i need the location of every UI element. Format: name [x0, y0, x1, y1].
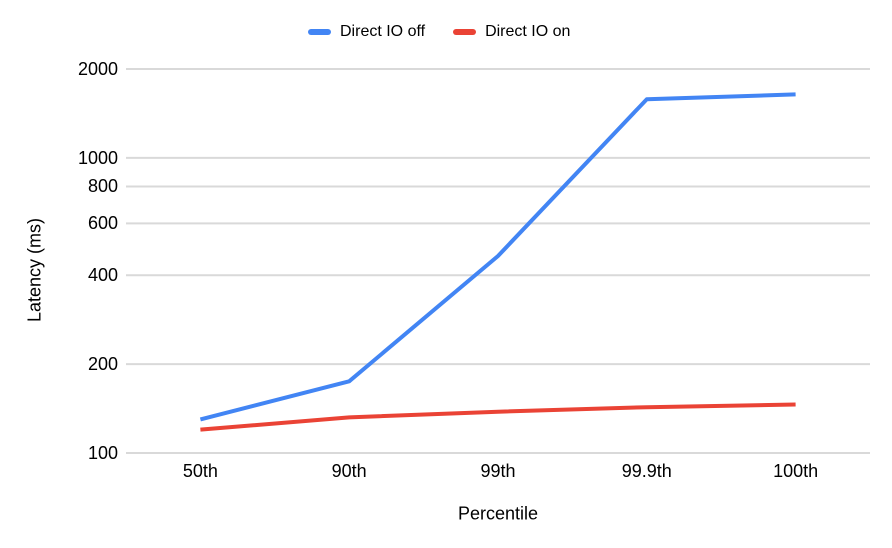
- y-tick-label-2000: 2000: [77, 59, 118, 79]
- legend-item-direct-io-off: Direct IO off: [308, 23, 425, 41]
- series-line-direct-io-off: [199, 92, 796, 422]
- x-tick-label-90th: 90th: [331, 461, 367, 481]
- x-tick-label-99th: 99th: [480, 461, 516, 481]
- y-tick-label-400: 400: [87, 265, 118, 286]
- legend-swatch-icon: [308, 29, 331, 35]
- y-tick-label-1000: 1000: [77, 147, 118, 168]
- legend-label: Direct IO off: [340, 23, 426, 40]
- legend-swatch-icon: [453, 29, 477, 35]
- x-tick-label-100th: 100th: [773, 461, 819, 481]
- y-tick-label-800: 800: [87, 176, 118, 197]
- y-tick-label-200: 200: [87, 354, 118, 375]
- y-tick-label-100: 100: [87, 443, 118, 463]
- x-tick-label-50th: 50th: [182, 461, 218, 481]
- legend-item-direct-io-on: Direct IO on: [453, 23, 570, 41]
- x-axis-title: Percentile: [457, 503, 539, 524]
- legend-label: Direct IO on: [485, 23, 571, 40]
- series-line-direct-io-on: [200, 402, 796, 432]
- chart-legend: Direct IO off Direct IO on: [308, 22, 570, 42]
- y-tick-label-600: 600: [87, 213, 118, 234]
- y-axis-title: Latency (ms): [24, 217, 45, 323]
- x-tick-label-99_9th: 99.9th: [621, 461, 672, 481]
